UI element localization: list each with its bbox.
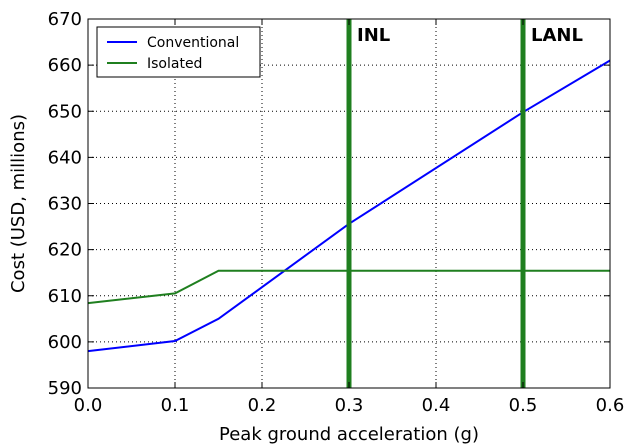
y-tick-label: 600 bbox=[48, 332, 82, 353]
x-tick-label: 0.4 bbox=[422, 395, 451, 416]
x-tick-label: 0.3 bbox=[335, 395, 364, 416]
legend-label: Isolated bbox=[147, 56, 202, 72]
x-axis-ticks: 0.0 0.1 0.2 0.3 0.4 0.5 0.6 bbox=[74, 19, 625, 416]
y-axis-title: Cost (USD, millions) bbox=[8, 114, 29, 293]
y-tick-label: 670 bbox=[48, 9, 82, 30]
reference-line-label: INL bbox=[357, 25, 390, 46]
legend-box bbox=[96, 26, 261, 78]
y-tick-label: 590 bbox=[48, 378, 82, 399]
y-tick-label: 640 bbox=[48, 147, 82, 168]
y-tick-label: 630 bbox=[48, 194, 82, 215]
y-tick-label: 650 bbox=[48, 101, 82, 122]
x-tick-label: 0.0 bbox=[74, 395, 103, 416]
x-tick-label: 0.1 bbox=[161, 395, 190, 416]
reference-lines: INL LANL bbox=[346, 19, 583, 388]
legend-label: Conventional bbox=[147, 35, 239, 51]
legend: Conventional Isolated bbox=[96, 26, 261, 78]
x-tick-label: 0.2 bbox=[248, 395, 277, 416]
y-tick-label: 610 bbox=[48, 286, 82, 307]
series-line-isolated bbox=[87, 269, 610, 305]
y-tick-label: 660 bbox=[48, 55, 82, 76]
y-axis-ticks: 590 600 610 620 630 640 650 660 670 bbox=[48, 9, 610, 399]
x-tick-label: 0.6 bbox=[596, 395, 625, 416]
x-tick-label: 0.5 bbox=[509, 395, 538, 416]
reference-line-label: LANL bbox=[531, 25, 583, 46]
series-lines bbox=[87, 59, 611, 353]
y-tick-label: 620 bbox=[48, 240, 82, 261]
x-axis-title: Peak ground acceleration (g) bbox=[219, 424, 479, 445]
